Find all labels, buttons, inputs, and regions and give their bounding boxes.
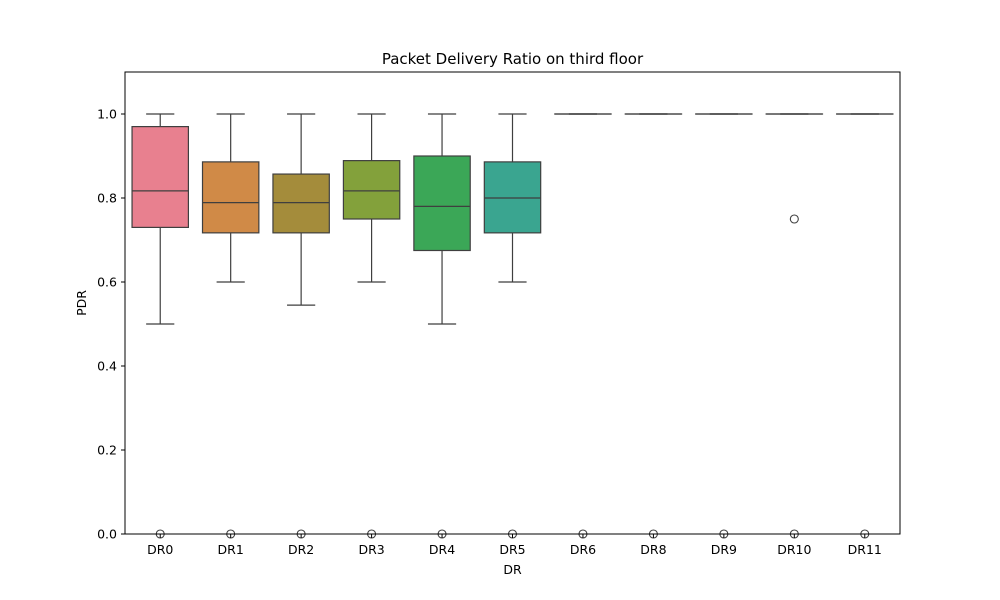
x-axis-label: DR: [503, 562, 522, 577]
box-DR1: [201, 113, 260, 539]
x-tick-label: DR3: [358, 542, 384, 557]
x-tick-label: DR0: [147, 542, 173, 557]
chart-title: Packet Delivery Ratio on third floor: [382, 50, 644, 68]
x-tick-label: DR11: [848, 542, 882, 557]
box-body: [201, 161, 260, 234]
x-tick-label: DR2: [288, 542, 314, 557]
x-tick-label: DR4: [429, 542, 455, 557]
x-axis: DR0 DR1 DR2 DR3 DR4 DR5 DR6 DR8 DR9 DR10 DR11: [147, 534, 882, 557]
box-DR5: [483, 113, 542, 539]
box-DR0: [131, 113, 190, 539]
box-DR8: [624, 113, 683, 539]
x-tick-label: DR9: [711, 542, 737, 557]
box-body: [483, 161, 542, 234]
x-tick-label: DR1: [218, 542, 244, 557]
box-DR4: [413, 113, 471, 539]
box-DR10: [765, 113, 824, 539]
box-body: [413, 155, 471, 252]
box-DR6: [554, 113, 612, 539]
box-DR11: [835, 113, 894, 539]
y-tick-label: 1.0: [97, 107, 117, 122]
box-body: [131, 125, 190, 229]
plot-area: [131, 113, 894, 539]
box-body: [272, 173, 330, 234]
outlier-point: [789, 214, 799, 224]
box-DR3: [342, 113, 401, 539]
y-axis: 0.0 0.2 0.4 0.6 0.8 1.0: [97, 107, 125, 542]
x-tick-label: DR5: [499, 542, 525, 557]
y-tick-label: 0.2: [97, 443, 117, 458]
y-tick-label: 0.6: [97, 275, 117, 290]
x-tick-label: DR6: [570, 542, 596, 557]
x-tick-label: DR10: [777, 542, 811, 557]
y-tick-label: 0.4: [97, 359, 117, 374]
box-DR2: [272, 113, 330, 539]
y-axis-label: PDR: [74, 290, 89, 316]
x-tick-label: DR8: [640, 542, 666, 557]
y-tick-label: 0.8: [97, 191, 117, 206]
y-tick-label: 0.0: [97, 527, 117, 542]
box-body: [342, 160, 401, 220]
box-DR9: [695, 113, 753, 539]
